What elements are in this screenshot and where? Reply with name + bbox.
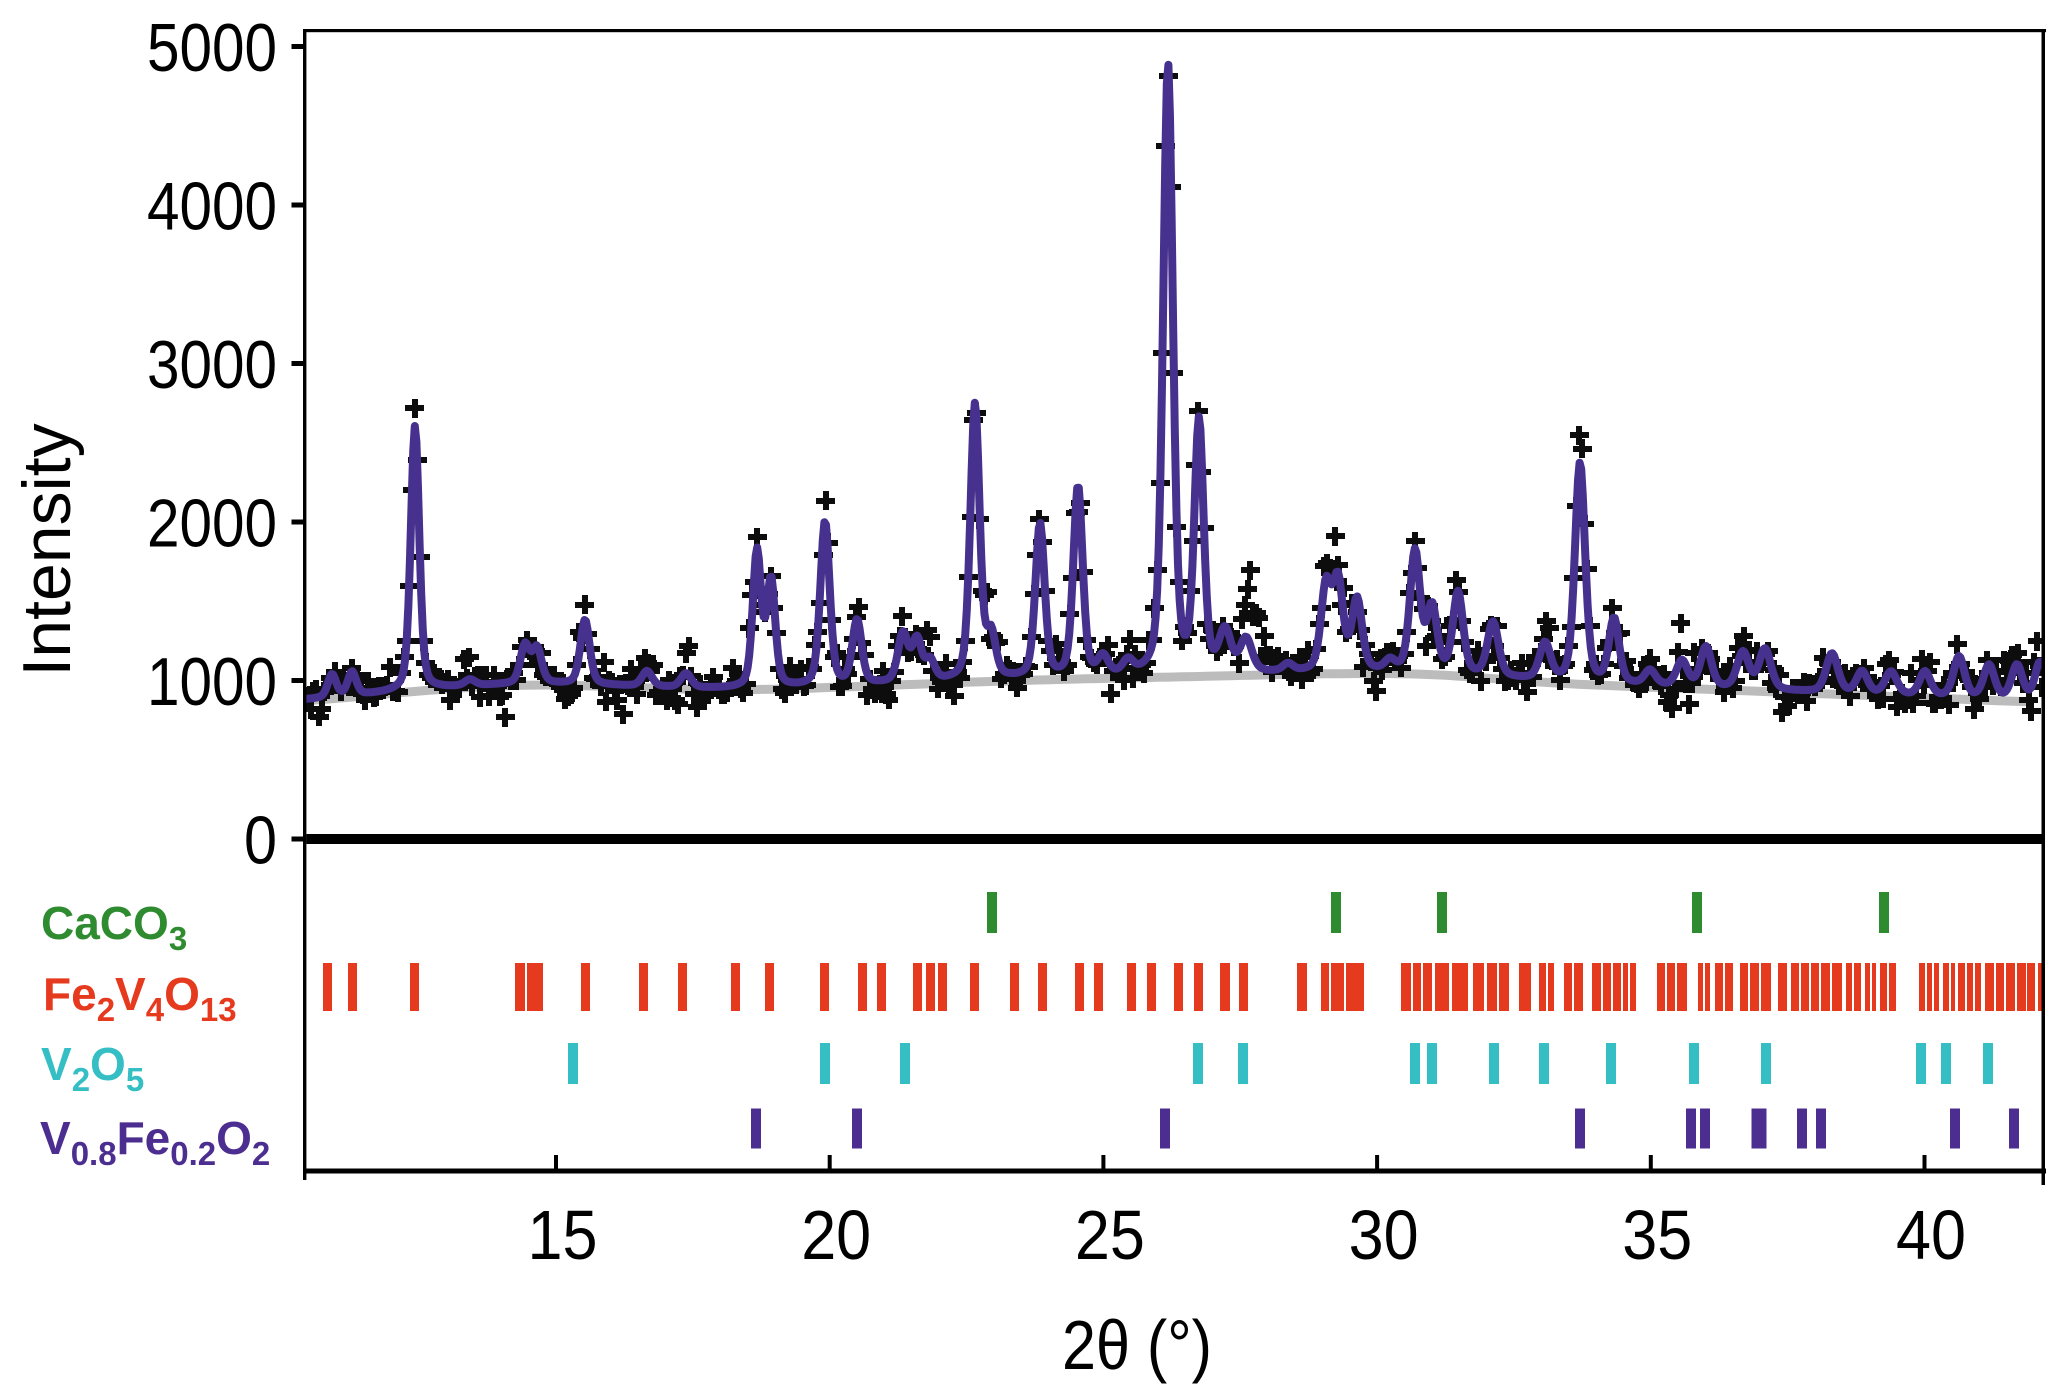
svg-text:CaCO3: CaCO3: [41, 897, 187, 957]
svg-text:2θ (°): 2θ (°): [1062, 1306, 1212, 1384]
svg-text:Intensity: Intensity: [9, 423, 85, 676]
svg-text:5000: 5000: [147, 10, 277, 86]
svg-text:4000: 4000: [147, 169, 277, 245]
svg-text:20: 20: [801, 1196, 871, 1274]
svg-text:3000: 3000: [147, 327, 277, 403]
svg-text:1000: 1000: [147, 644, 277, 720]
svg-text:40: 40: [1896, 1196, 1966, 1274]
svg-text:25: 25: [1075, 1196, 1145, 1274]
svg-text:V0.8Fe0.2O2: V0.8Fe0.2O2: [40, 1112, 270, 1172]
svg-text:15: 15: [528, 1196, 598, 1274]
svg-text:2000: 2000: [147, 486, 277, 562]
svg-text:0: 0: [244, 803, 277, 879]
svg-text:35: 35: [1622, 1196, 1692, 1274]
svg-text:30: 30: [1349, 1196, 1419, 1274]
